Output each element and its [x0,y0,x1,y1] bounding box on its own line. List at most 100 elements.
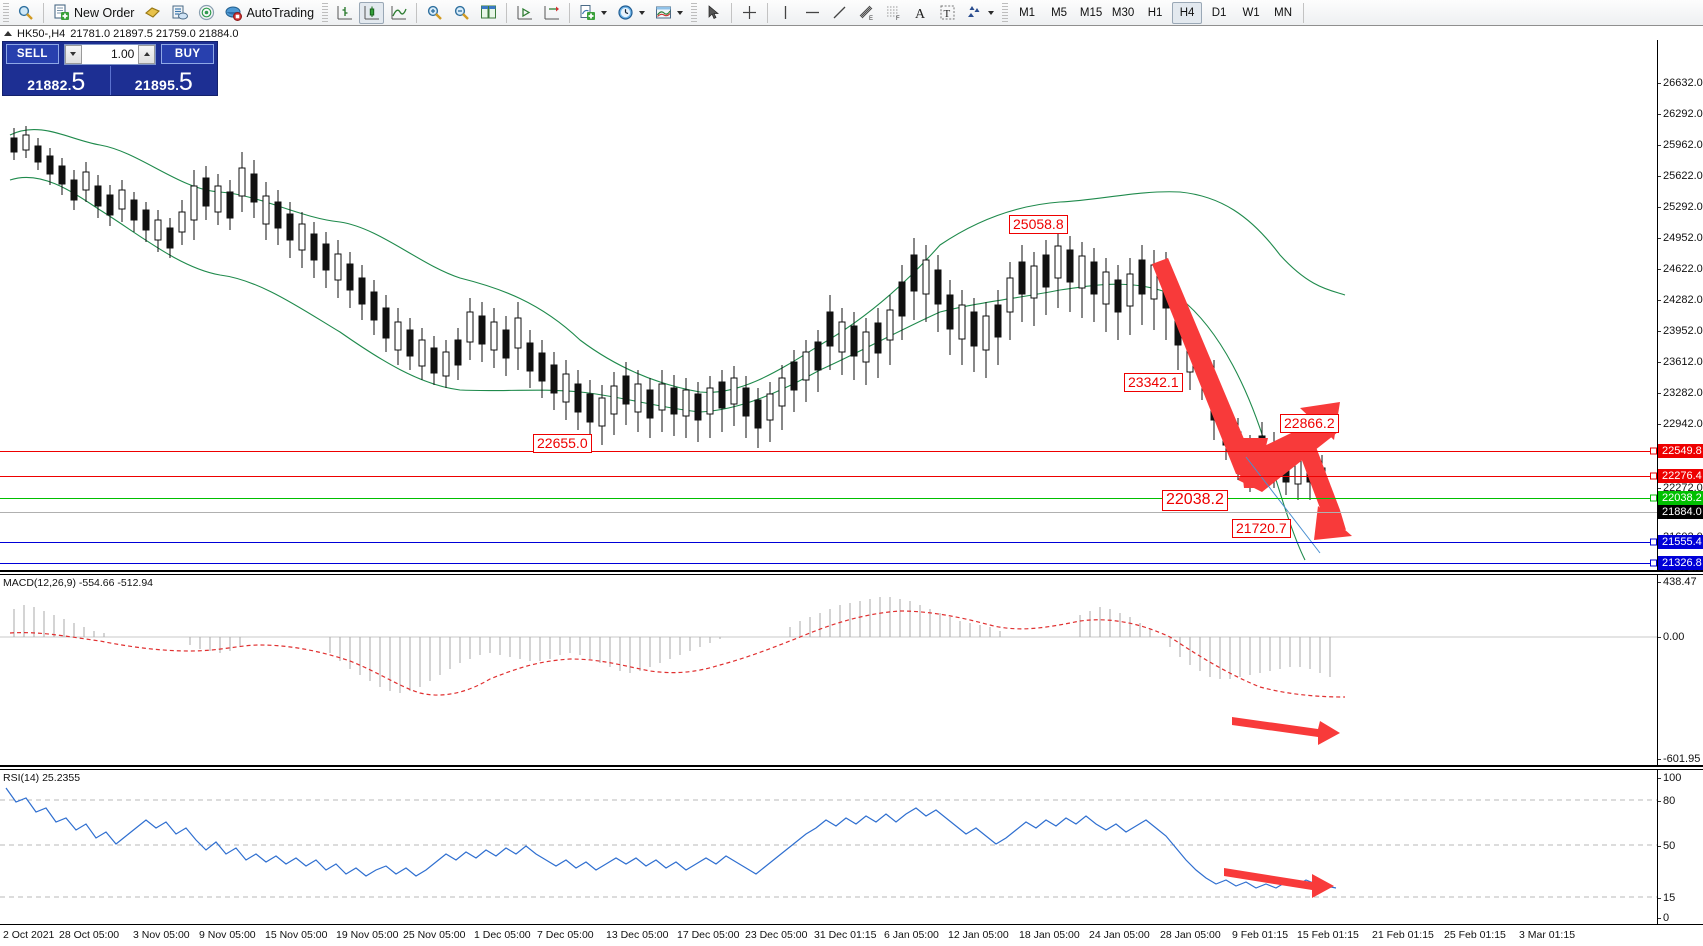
toolbar-separator-6 [767,2,769,23]
buy-price-fraction: 5 [178,68,193,97]
one-click-trading-panel[interactable]: SELL 1.00 BUY 21882 . 5 21895 . 5 [2,41,218,96]
market-watch-button[interactable] [194,2,219,24]
price-scale[interactable]: 26632.0 26292.0 25962.0 25622.0 25292.0 … [1658,40,1703,574]
volume-input[interactable]: 1.00 [63,43,157,65]
level-handle-21555[interactable] [1650,538,1657,546]
annotation-23342[interactable]: 23342.1 [1124,373,1183,392]
data-window-button[interactable] [167,2,192,24]
rsi-pane[interactable]: RSI(14) 25.2355 100 80 50 15 0 [0,769,1703,924]
new-order-icon [53,4,70,21]
equidistant-channel-button[interactable]: E [854,2,879,24]
crosshair-button[interactable] [737,2,762,24]
level-handle-22038[interactable] [1650,494,1657,502]
price-tick-22942: 22942.0 [1658,418,1703,430]
level-line-21555[interactable] [0,542,1657,543]
time-tick-13: 6 Jan 05:00 [884,929,939,941]
timeframe-mn[interactable]: MN [1268,2,1298,24]
volume-increment[interactable] [138,44,156,64]
vertical-line-button[interactable] [773,2,798,24]
zoom-out-button[interactable] [449,2,474,24]
time-tick-15: 18 Jan 05:00 [1019,929,1080,941]
horizontal-line-button[interactable] [800,2,825,24]
buy-button[interactable]: BUY [161,44,215,64]
timeframe-w1[interactable]: W1 [1236,2,1266,24]
annotation-21720[interactable]: 21720.7 [1232,519,1291,538]
level-handle-21326[interactable] [1650,559,1657,567]
price-tick-25622: 25622.0 [1658,170,1703,182]
timeframe-d1[interactable]: D1 [1204,2,1234,24]
price-axis-line [1657,40,1658,570]
chevron-down-icon-3[interactable] [677,10,684,15]
price-pane[interactable]: 25058.8 23342.1 22655.0 22866.2 22038.2 … [0,40,1703,574]
expert-advisors-button[interactable] [140,2,165,24]
chevron-down-icon-2[interactable] [639,10,646,15]
timeframe-m5[interactable]: M5 [1044,2,1074,24]
timeframe-h1[interactable]: H1 [1140,2,1170,24]
level-handle-22276[interactable] [1650,472,1657,480]
rsi-scale[interactable]: 100 80 50 15 0 [1658,770,1703,924]
tile-windows-button[interactable] [476,2,501,24]
macd-plot[interactable] [0,575,1657,765]
toolbar-grip-3[interactable] [691,2,698,23]
timeframe-m1[interactable]: M1 [1012,2,1042,24]
candlestick-chart-button[interactable] [359,1,385,24]
sell-price[interactable]: 21882 . 5 [3,66,110,95]
sell-button[interactable]: SELL [6,44,59,64]
time-tick-20: 21 Feb 01:15 [1372,929,1434,941]
period-button[interactable] [613,2,649,24]
chevron-down-icon[interactable] [601,10,608,15]
toolbar-grip[interactable] [3,2,9,23]
rsi-plot[interactable] [0,770,1657,924]
auto-scroll-button[interactable] [512,2,537,24]
rsi-chart-svg [0,787,1657,898]
buy-price[interactable]: 21895 . 5 [109,66,218,97]
zoom-in-button[interactable] [422,2,447,24]
macd-pane[interactable]: MACD(12,26,9) -554.66 -512.94 [0,574,1703,767]
timeframe-d1-label: D1 [1211,6,1227,19]
trendline-button[interactable] [827,2,852,24]
new-order-button[interactable]: New Order [49,2,138,24]
timeframe-m15[interactable]: M15 [1076,2,1106,24]
text-button[interactable]: A [908,2,933,24]
toolbar-grip-4[interactable] [1002,2,1009,23]
level-line-21326[interactable] [0,563,1657,564]
price-tick-26292: 26292.0 [1658,108,1703,120]
level-line-22276[interactable] [0,476,1657,477]
text-label-button[interactable]: T [935,2,960,24]
search-button[interactable] [13,2,38,24]
timeframe-m1-label: M1 [1019,6,1036,19]
macd-tick-min: -601.95 [1658,753,1700,765]
horizontal-line-icon [804,4,821,21]
annotation-22038[interactable]: 22038.2 [1162,490,1228,511]
annotation-22866[interactable]: 22866.2 [1280,414,1339,433]
level-line-22549[interactable] [0,451,1657,452]
annotation-22655[interactable]: 22655.0 [533,434,592,453]
chart-shift-button[interactable] [539,2,564,24]
volume-value[interactable]: 1.00 [110,47,135,61]
price-tick-25962: 25962.0 [1658,139,1703,151]
shapes-button[interactable] [962,2,998,24]
toolbar-separator-3 [506,2,508,23]
time-axis[interactable]: 2 Oct 2021 28 Oct 05:00 3 Nov 05:00 9 No… [0,924,1703,946]
cursor-button[interactable] [701,2,726,24]
toolbar-grip-2[interactable] [322,2,329,23]
line-chart-button[interactable] [386,2,411,24]
timeframe-h4[interactable]: H4 [1172,1,1203,24]
add-indicator-button[interactable] [575,2,611,24]
fibonacci-button[interactable]: F [881,2,906,24]
level-handle-22549[interactable] [1650,447,1657,455]
level-line-22038[interactable] [0,498,1657,499]
timeframe-m30[interactable]: M30 [1108,2,1138,24]
chevron-down-icon-4[interactable] [988,10,995,15]
bar-chart-button[interactable] [332,2,357,24]
templates-button[interactable] [651,2,687,24]
volume-decrement[interactable] [64,44,82,64]
bar-chart-icon [336,4,353,21]
price-plot[interactable]: 25058.8 23342.1 22655.0 22866.2 22038.2 … [0,40,1657,570]
macd-scale[interactable]: 438.47 0.00 -601.95 [1658,575,1703,765]
annotation-25058[interactable]: 25058.8 [1009,215,1068,234]
new-order-label: New Order [74,5,135,20]
time-tick-10: 17 Dec 05:00 [677,929,740,941]
price-tick-26632: 26632.0 [1658,77,1703,89]
autotrading-button[interactable]: AutoTrading [221,2,318,24]
